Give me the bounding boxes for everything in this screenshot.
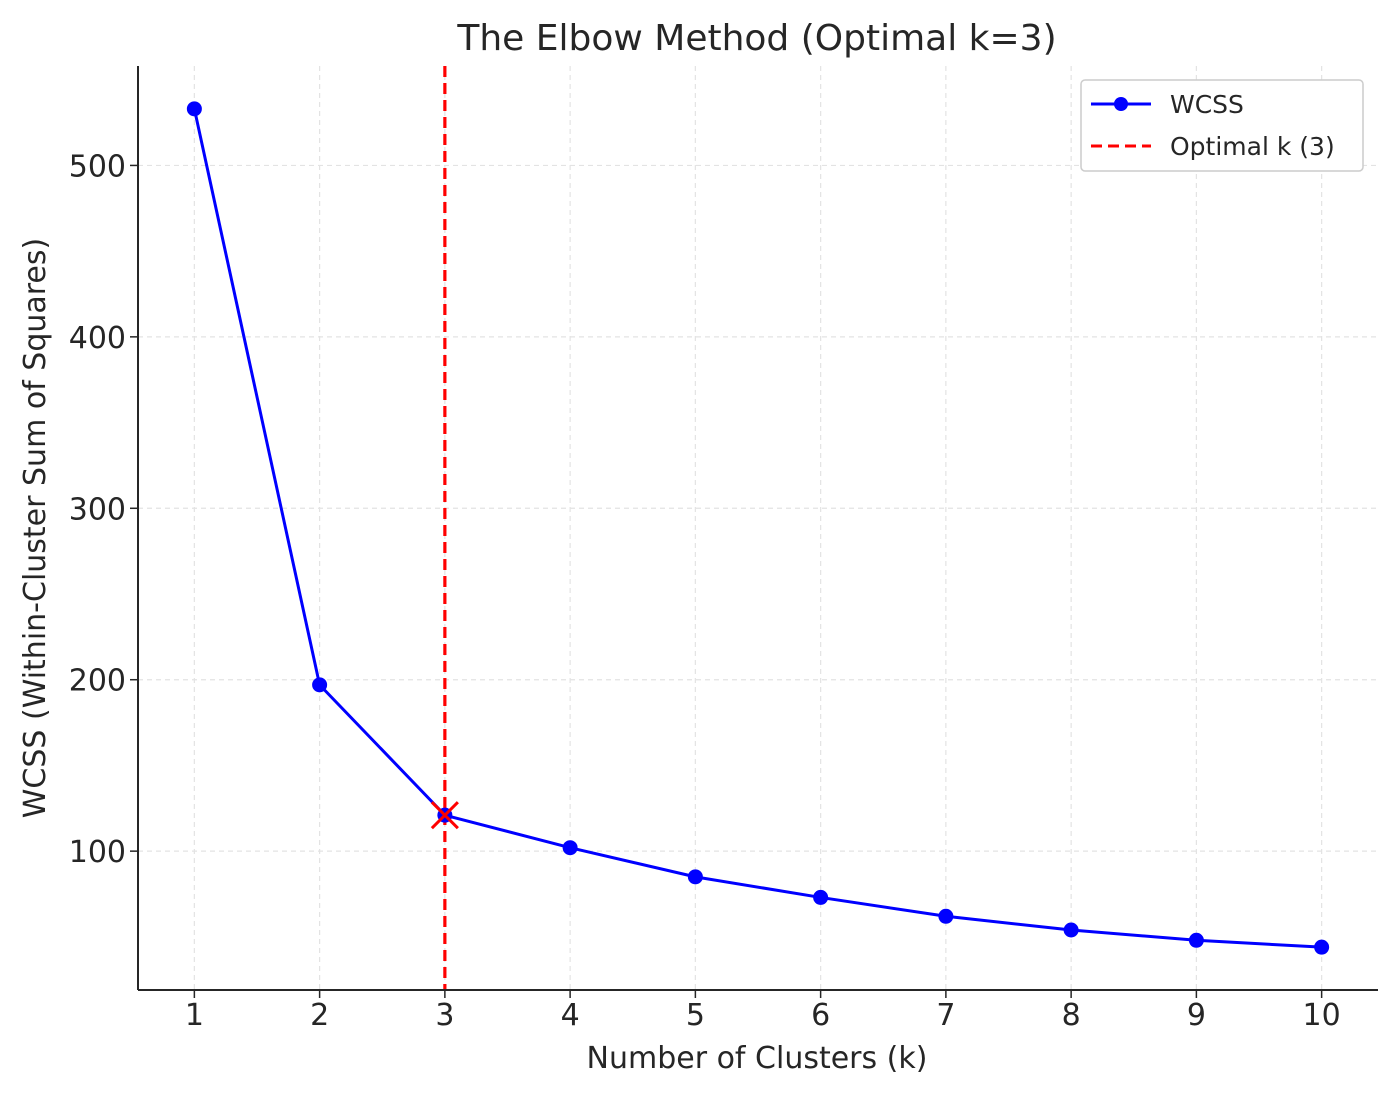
x-tick-label: 3: [435, 998, 454, 1033]
y-tick-label: 500: [69, 149, 126, 184]
x-axis-label: Number of Clusters (k): [587, 1041, 928, 1076]
legend-wcss-label: WCSS: [1170, 90, 1244, 119]
legend: WCSS Optimal k (3): [1080, 79, 1364, 172]
y-axis-label: WCSS (Within-Cluster Sum of Squares): [18, 238, 53, 818]
axes: [130, 66, 1378, 998]
legend-optimal-k-label: Optimal k (3): [1170, 132, 1335, 161]
wcss-point: [312, 677, 328, 693]
x-tick-label: 10: [1303, 998, 1341, 1033]
wcss-point: [1063, 922, 1079, 938]
wcss-point: [687, 869, 703, 885]
wcss-point: [813, 889, 829, 905]
x-tick-label: 1: [185, 998, 204, 1033]
wcss-point: [1314, 939, 1330, 955]
series-layer: [186, 101, 1330, 955]
wcss-point: [938, 908, 954, 924]
x-tick-label: 6: [811, 998, 830, 1033]
x-tick-label: 2: [310, 998, 329, 1033]
legend-box: [1080, 79, 1364, 172]
y-tick-label: 400: [69, 321, 126, 356]
wcss-line: [192, 108, 1322, 949]
optimal-point-x-marker: [430, 801, 459, 830]
legend-wcss-marker: [1114, 97, 1128, 111]
chart-title: The Elbow Method (Optimal k=3): [456, 18, 1056, 59]
x-tick-label: 7: [936, 998, 955, 1033]
wcss-point: [1188, 932, 1204, 948]
x-tick-label: 8: [1062, 998, 1081, 1033]
wcss-point: [562, 840, 578, 856]
x-tick-label: 5: [686, 998, 705, 1033]
wcss-point: [186, 101, 202, 117]
y-tick-label: 300: [69, 492, 126, 527]
y-tick-label: 200: [69, 664, 126, 699]
y-tick-label: 100: [69, 835, 126, 870]
x-tick-label: 4: [561, 998, 580, 1033]
grid: [138, 66, 1378, 990]
x-tick-label: 9: [1187, 998, 1206, 1033]
tick-labels: 1 2 3 4 5 6 7 8 9 10 100 200 300 400 500: [69, 149, 1341, 1033]
